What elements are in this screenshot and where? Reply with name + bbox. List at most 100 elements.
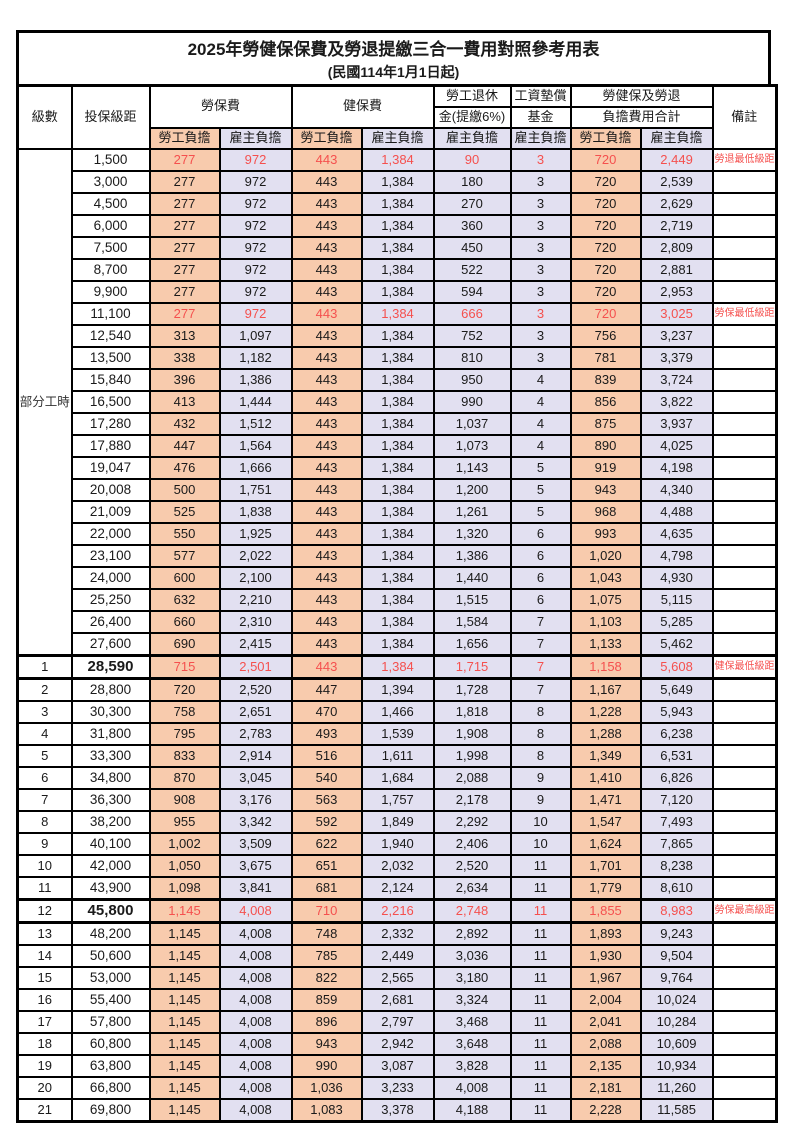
remark-cell: 勞保最低級距 — [711, 301, 778, 326]
value-cell: 180 — [432, 169, 512, 194]
value-cell: 5 — [509, 455, 572, 480]
table-row: 21,009 525 1,838 443 1,384 1,261 5 968 4,488 — [18, 499, 778, 524]
value-cell: 1,083 — [290, 1097, 363, 1123]
value-cell: 720 — [569, 279, 642, 304]
value-cell: 2,783 — [218, 721, 293, 746]
table-row: 14 50,600 1,145 4,008 785 2,449 3,036 11 1,930 9,… — [16, 943, 778, 968]
value-cell: 3,233 — [360, 1075, 435, 1100]
value-cell: 2,088 — [432, 765, 512, 790]
level-cell: 19 — [16, 1053, 73, 1078]
value-cell: 1,384 — [360, 477, 435, 502]
value-cell: 1,564 — [218, 433, 293, 458]
bracket-cell: 28,590 — [70, 653, 151, 680]
value-cell: 752 — [432, 323, 512, 348]
value-cell: 9,243 — [639, 921, 714, 946]
bracket-cell: 63,800 — [70, 1053, 151, 1078]
value-cell: 6,238 — [639, 721, 714, 746]
remark-cell — [711, 677, 778, 702]
value-cell: 10,934 — [639, 1053, 714, 1078]
table-row: 15,840 396 1,386 443 1,384 950 4 839 3,724 — [18, 367, 778, 392]
value-cell: 833 — [148, 743, 221, 768]
value-cell: 1,384 — [360, 411, 435, 436]
subheader-labor-employer: 雇主負擔 — [218, 126, 293, 150]
table-row: 7 36,300 908 3,176 563 1,757 2,178 9 1,471 7,120 — [16, 787, 778, 812]
level-cell: 20 — [16, 1075, 73, 1100]
bracket-cell: 17,280 — [70, 411, 151, 436]
value-cell: 1,384 — [360, 257, 435, 282]
value-cell: 11 — [509, 1053, 572, 1078]
table-row: 9,900 277 972 443 1,384 594 3 720 2,953 — [18, 279, 778, 304]
value-cell: 5,115 — [639, 587, 714, 612]
value-cell: 11 — [509, 943, 572, 968]
value-cell: 2,178 — [432, 787, 512, 812]
bracket-cell: 21,009 — [70, 499, 151, 524]
value-cell: 11 — [509, 1075, 572, 1100]
value-cell: 1,656 — [432, 631, 512, 657]
value-cell: 1,384 — [360, 301, 435, 326]
value-cell: 1,098 — [148, 875, 221, 901]
value-cell: 758 — [148, 699, 221, 724]
value-cell: 443 — [290, 653, 363, 680]
remark-cell — [711, 699, 778, 724]
remark-cell — [711, 743, 778, 768]
value-cell: 1,145 — [148, 921, 221, 946]
value-cell: 3,822 — [639, 389, 714, 414]
table-row: 4,500 277 972 443 1,384 270 3 720 2,629 — [18, 191, 778, 216]
value-cell: 11 — [509, 921, 572, 946]
bracket-cell: 19,047 — [70, 455, 151, 480]
value-cell: 1,097 — [218, 323, 293, 348]
bracket-cell: 31,800 — [70, 721, 151, 746]
bracket-cell: 69,800 — [70, 1097, 151, 1123]
remark-cell — [711, 345, 778, 370]
value-cell: 1,611 — [360, 743, 435, 768]
value-cell: 277 — [148, 147, 221, 172]
bracket-cell: 13,500 — [70, 345, 151, 370]
value-cell: 2,942 — [360, 1031, 435, 1056]
bracket-cell: 42,000 — [70, 853, 151, 878]
value-cell: 890 — [569, 433, 642, 458]
value-cell: 1,515 — [432, 587, 512, 612]
value-cell: 493 — [290, 721, 363, 746]
level-cell: 17 — [16, 1009, 73, 1034]
subheader-total-employee: 勞工負擔 — [569, 126, 642, 150]
value-cell: 8 — [509, 721, 572, 746]
value-cell: 443 — [290, 301, 363, 326]
bracket-cell: 33,300 — [70, 743, 151, 768]
value-cell: 1,002 — [148, 831, 221, 856]
value-cell: 2,210 — [218, 587, 293, 612]
table-row: 13,500 338 1,182 443 1,384 810 3 781 3,379 — [18, 345, 778, 370]
bracket-cell: 27,600 — [70, 631, 151, 657]
remark-cell — [711, 279, 778, 304]
value-cell: 8,610 — [639, 875, 714, 901]
value-cell: 540 — [290, 765, 363, 790]
value-cell: 968 — [569, 499, 642, 524]
remark-cell — [711, 809, 778, 834]
value-cell: 3 — [509, 323, 572, 348]
table-row: 7,500 277 972 443 1,384 450 3 720 2,809 — [18, 235, 778, 260]
value-cell: 7 — [509, 677, 572, 702]
value-cell: 1,547 — [569, 809, 642, 834]
value-cell: 3 — [509, 213, 572, 238]
subheader-labor-employee: 勞工負擔 — [148, 126, 221, 150]
value-cell: 2,135 — [569, 1053, 642, 1078]
value-cell: 972 — [218, 213, 293, 238]
value-cell: 3,675 — [218, 853, 293, 878]
bracket-cell: 25,250 — [70, 587, 151, 612]
value-cell: 943 — [569, 477, 642, 502]
value-cell: 550 — [148, 521, 221, 546]
table-row: 17 57,800 1,145 4,008 896 2,797 3,468 11 2,041 10… — [16, 1009, 778, 1034]
value-cell: 795 — [148, 721, 221, 746]
value-cell: 2,914 — [218, 743, 293, 768]
value-cell: 1,020 — [569, 543, 642, 568]
value-cell: 6 — [509, 521, 572, 546]
value-cell: 338 — [148, 345, 221, 370]
value-cell: 972 — [218, 257, 293, 282]
value-cell: 413 — [148, 389, 221, 414]
value-cell: 748 — [290, 921, 363, 946]
table-row: 11 43,900 1,098 3,841 681 2,124 2,634 11 1,779 8,… — [16, 875, 778, 901]
bracket-cell: 12,540 — [70, 323, 151, 348]
value-cell: 1,384 — [360, 367, 435, 392]
value-cell: 1,320 — [432, 521, 512, 546]
value-cell: 447 — [290, 677, 363, 702]
